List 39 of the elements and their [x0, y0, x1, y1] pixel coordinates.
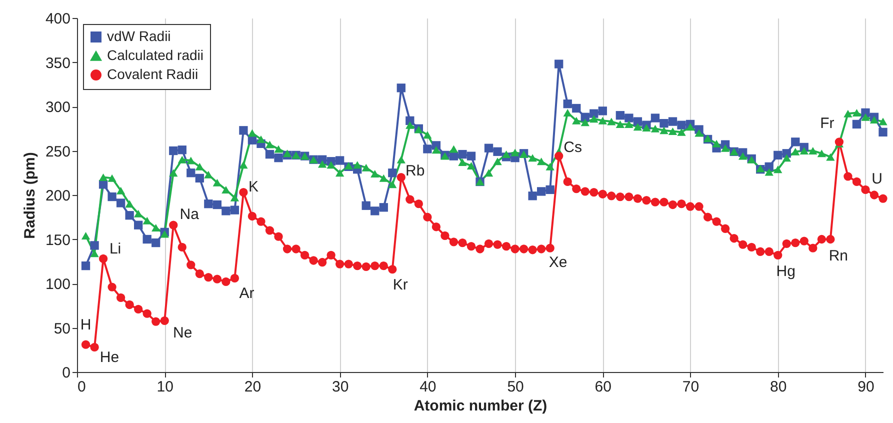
annotation: U [872, 170, 882, 188]
y-axis-title: Radius (pm) [21, 152, 38, 239]
x-tick-label: 20 [244, 378, 262, 396]
x-tick-label: 70 [682, 378, 700, 396]
annotation: Fr [820, 114, 834, 132]
y-tick-label: 200 [45, 188, 70, 204]
x-tick-label: 40 [420, 378, 436, 396]
y-tick-label: 50 [54, 320, 70, 338]
y-tick-label: 100 [45, 276, 70, 293]
annotation: Na [180, 206, 200, 224]
x-tick-label: 0 [78, 378, 86, 396]
annotation: Ar [239, 285, 254, 302]
x-axis-title: Atomic number (Z) [414, 398, 548, 414]
y-tick-label: 0 [62, 364, 70, 382]
annotation: Hg [776, 263, 796, 280]
y-tick-label: 250 [45, 143, 70, 160]
annotation: Xe [548, 254, 568, 272]
legend-label: Covalent Radii [107, 66, 198, 82]
annotation: Ne [173, 324, 192, 342]
annotation: H [80, 316, 92, 334]
annotation: He [100, 349, 120, 366]
x-tick-label: 10 [156, 378, 174, 396]
legend-label: vdW Radii [107, 28, 171, 44]
y-tick-label: 350 [45, 54, 70, 72]
y-tick-label: 400 [45, 10, 70, 28]
annotation: Kr [392, 276, 408, 294]
x-tick-label: 30 [332, 378, 349, 396]
annotation: Li [109, 240, 122, 258]
x-tick-label: 80 [770, 378, 787, 396]
x-tick-label: 90 [858, 378, 874, 396]
annotation: Cs [564, 139, 582, 156]
y-tick-label: 150 [45, 232, 70, 249]
x-tick-label: 50 [507, 378, 524, 396]
y-tick-label: 300 [45, 99, 70, 116]
annotation: K [248, 178, 258, 196]
annotation: Rb [406, 162, 425, 180]
legend-label: Calculated radii [107, 47, 204, 63]
x-tick-label: 60 [594, 378, 612, 396]
annotation: Rn [828, 247, 848, 264]
